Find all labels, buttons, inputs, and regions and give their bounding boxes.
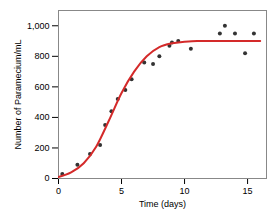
svg-text:5: 5 (119, 186, 124, 196)
svg-text:400: 400 (34, 112, 49, 122)
svg-text:15: 15 (243, 186, 253, 196)
svg-text:Number of Paramecium/mL: Number of Paramecium/mL (13, 39, 23, 149)
svg-text:Time (days): Time (days) (139, 199, 186, 209)
svg-text:10: 10 (180, 186, 190, 196)
svg-text:0: 0 (44, 173, 49, 183)
svg-text:600: 600 (34, 82, 49, 92)
svg-text:0: 0 (56, 186, 61, 196)
svg-text:1,000: 1,000 (27, 21, 50, 31)
svg-text:200: 200 (34, 143, 49, 153)
svg-text:800: 800 (34, 51, 49, 61)
